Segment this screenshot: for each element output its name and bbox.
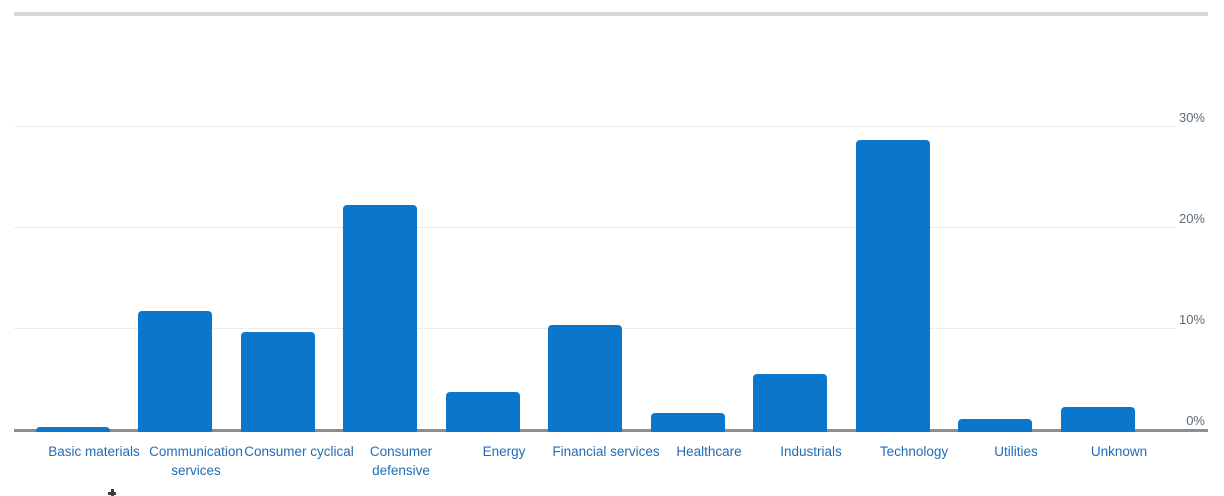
clipped-text-fragment xyxy=(108,489,116,496)
category-label-unknown: Unknown xyxy=(1090,444,1148,459)
bar-healthcare[interactable] xyxy=(651,413,725,432)
bar-energy[interactable] xyxy=(446,392,520,432)
top-divider xyxy=(14,12,1208,16)
bar-communication-services[interactable] xyxy=(138,311,212,432)
clipped-text-fragment-stroke xyxy=(111,489,114,496)
bar-industrials[interactable] xyxy=(753,374,827,432)
category-label-consumer-cyclical: Consumer cyclical xyxy=(244,444,354,459)
ytick-label-30pct: 30% xyxy=(1178,110,1205,125)
ytick-label-0pct: 0% xyxy=(1186,413,1205,428)
category-label-technology: Technology xyxy=(879,444,949,459)
category-label-consumer-defensive: Consumer defensive xyxy=(369,444,433,478)
bar-consumer-cyclical[interactable] xyxy=(241,332,315,432)
gridline-30pct xyxy=(14,126,1175,127)
category-label-utilities: Utilities xyxy=(994,444,1038,459)
category-label-basic-materials: Basic materials xyxy=(48,444,140,459)
bar-consumer-defensive[interactable] xyxy=(343,205,417,432)
gridline-20pct xyxy=(14,227,1175,228)
category-label-industrials: Industrials xyxy=(780,444,842,459)
category-label-communication-services: Communication services xyxy=(149,444,243,478)
category-label-energy: Energy xyxy=(482,444,526,459)
ytick-label-20pct: 20% xyxy=(1178,211,1205,226)
bar-basic-materials[interactable] xyxy=(36,427,110,432)
bar-utilities[interactable] xyxy=(958,419,1032,432)
bar-technology[interactable] xyxy=(856,140,930,432)
category-label-financial-services: Financial services xyxy=(552,444,660,459)
category-label-healthcare: Healthcare xyxy=(676,444,742,459)
bar-unknown[interactable] xyxy=(1061,407,1135,432)
bar-financial-services[interactable] xyxy=(548,325,622,432)
ytick-label-10pct: 10% xyxy=(1178,312,1205,327)
